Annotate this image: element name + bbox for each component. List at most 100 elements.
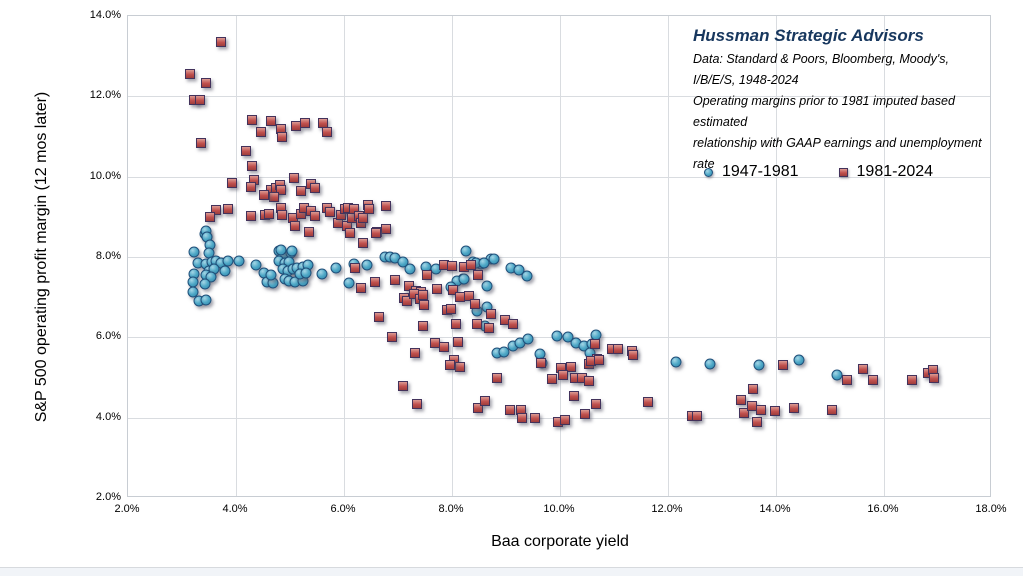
chart-header: Hussman Strategic Advisors Data: Standar… [693, 26, 990, 175]
data-point-1981-2024 [276, 210, 287, 221]
data-point-1981-2024 [370, 277, 381, 288]
data-point-1981-2024 [590, 339, 601, 350]
data-point-1981-2024 [432, 283, 443, 294]
data-point-1981-2024 [736, 394, 747, 405]
data-point-1981-2024 [756, 405, 767, 416]
data-point-1981-2024 [258, 190, 269, 201]
data-point-1981-2024 [612, 343, 623, 354]
data-point-1981-2024 [454, 362, 465, 373]
legend-item-1981-2024[interactable]: 1981-2024 [838, 163, 934, 181]
data-point-1981-2024 [536, 357, 547, 368]
data-point-1947-1981 [831, 369, 843, 381]
data-point-1981-2024 [204, 212, 215, 223]
data-point-1981-2024 [241, 145, 252, 156]
data-point-1981-2024 [380, 224, 391, 235]
data-point-1981-2024 [452, 336, 463, 347]
data-point-1947-1981 [562, 331, 574, 343]
data-point-1947-1981 [233, 255, 245, 267]
data-point-1981-2024 [309, 211, 320, 222]
data-point-1947-1981 [513, 264, 525, 276]
y-tick-label: 2.0% [95, 491, 121, 503]
data-point-1981-2024 [739, 407, 750, 418]
data-point-1981-2024 [445, 303, 456, 314]
data-point-1981-2024 [469, 299, 480, 310]
data-point-1947-1981 [704, 358, 716, 370]
data-point-1981-2024 [418, 300, 429, 311]
data-point-1981-2024 [358, 213, 369, 224]
data-point-1981-2024 [485, 309, 496, 320]
data-point-1947-1981 [265, 269, 277, 281]
data-point-1981-2024 [867, 374, 878, 385]
data-point-1981-2024 [907, 374, 918, 385]
horizontal-gridline [128, 96, 990, 98]
data-point-1981-2024 [324, 207, 335, 218]
legend-label: 1947-1981 [722, 163, 799, 180]
vertical-gridline [668, 16, 669, 496]
data-point-1981-2024 [288, 172, 299, 183]
data-point-1981-2024 [256, 127, 267, 138]
plot-area: Hussman Strategic Advisors Data: Standar… [127, 15, 991, 497]
legend-circle-marker-icon [704, 167, 713, 177]
data-point-1981-2024 [746, 401, 757, 412]
data-point-1947-1981 [343, 277, 355, 289]
x-tick-label: 16.0% [867, 503, 899, 515]
data-point-1947-1981 [188, 246, 200, 258]
y-tick-label: 4.0% [95, 410, 121, 423]
data-point-1981-2024 [643, 397, 654, 408]
data-point-1981-2024 [387, 331, 398, 342]
x-tick-label: 6.0% [330, 503, 356, 515]
data-point-1981-2024 [246, 115, 257, 126]
data-point-1947-1981 [460, 245, 471, 257]
vertical-gridline [884, 16, 885, 496]
data-point-1981-2024 [185, 68, 196, 79]
data-point-1981-2024 [389, 274, 400, 285]
data-point-1981-2024 [370, 228, 381, 239]
vertical-gridline [452, 16, 453, 496]
data-point-1981-2024 [290, 220, 301, 231]
data-point-1981-2024 [268, 191, 279, 202]
data-point-1981-2024 [560, 415, 571, 426]
data-point-1981-2024 [464, 290, 475, 301]
legend-item-1947-1981[interactable]: 1947-1981 [704, 163, 799, 181]
data-point-1981-2024 [355, 283, 366, 294]
data-point-1981-2024 [546, 374, 557, 385]
data-point-1981-2024 [194, 95, 205, 106]
data-point-1947-1981 [458, 273, 470, 285]
legend-square-marker-icon [838, 167, 848, 177]
data-point-1981-2024 [195, 138, 206, 149]
data-point-1981-2024 [304, 226, 315, 237]
data-point-1981-2024 [508, 319, 519, 330]
data-point-1981-2024 [492, 373, 503, 384]
data-point-1947-1981 [200, 294, 212, 306]
data-point-1947-1981 [793, 354, 805, 366]
data-point-1947-1981 [187, 286, 199, 298]
data-point-1947-1981 [488, 253, 500, 265]
data-point-1947-1981 [481, 280, 493, 292]
vertical-gridline [560, 16, 561, 496]
data-point-1981-2024 [751, 417, 762, 428]
data-point-1981-2024 [454, 292, 465, 303]
chart-subtitle-line: Operating margins prior to 1981 imputed … [693, 94, 955, 129]
data-point-1947-1981 [316, 268, 328, 280]
data-point-1981-2024 [778, 360, 789, 371]
data-point-1981-2024 [504, 405, 515, 416]
data-point-1981-2024 [364, 204, 375, 215]
legend-label: 1981-2024 [856, 163, 934, 180]
data-point-1981-2024 [344, 228, 355, 239]
data-point-1981-2024 [422, 270, 433, 281]
data-point-1981-2024 [409, 348, 420, 359]
data-point-1981-2024 [465, 259, 476, 270]
x-axis-title: Baa corporate yield [491, 533, 629, 550]
data-point-1981-2024 [358, 237, 369, 248]
bottom-band [0, 567, 1023, 576]
x-tick-label: 4.0% [222, 503, 248, 515]
chart-title: Hussman Strategic Advisors [693, 26, 924, 45]
data-point-1981-2024 [691, 410, 702, 421]
x-tick-label: 10.0% [543, 503, 575, 515]
horizontal-gridline [128, 257, 990, 258]
data-point-1981-2024 [417, 290, 428, 301]
data-point-1981-2024 [276, 184, 287, 195]
data-point-1981-2024 [579, 409, 590, 420]
data-point-1981-2024 [748, 383, 759, 394]
data-point-1981-2024 [373, 311, 384, 322]
